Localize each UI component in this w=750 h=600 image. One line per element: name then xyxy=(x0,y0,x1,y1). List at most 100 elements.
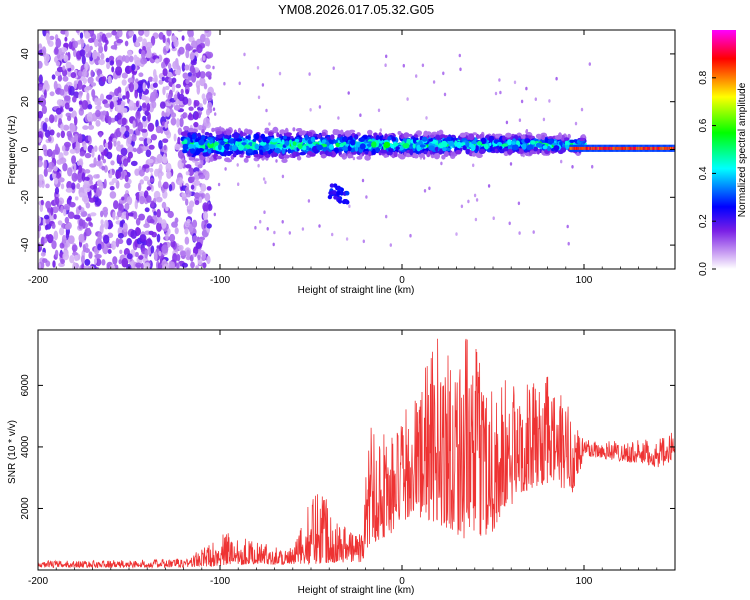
spectrogram-speckle xyxy=(318,224,321,228)
spectrogram-noise-cell xyxy=(81,55,86,65)
spectrogram-speckle xyxy=(385,214,388,219)
spectrogram-speckle xyxy=(217,182,221,187)
spectrogram-noise-cell xyxy=(78,205,82,211)
spectrogram-speckle xyxy=(567,241,570,246)
spectrogram-noise-cell xyxy=(88,197,96,203)
spectrogram-noise-cell xyxy=(64,224,71,230)
spectrogram-signal-cell xyxy=(354,146,359,152)
spectrogram-signal-cell xyxy=(428,145,435,151)
spectrogram-noise-cell xyxy=(95,105,102,111)
spectrogram-noise-cell xyxy=(107,249,112,254)
spectrogram-noise-cell xyxy=(182,112,188,118)
spectrogram-noise-cell xyxy=(174,69,181,75)
spectrogram-noise-cell xyxy=(94,253,102,259)
spectrogram-noise-cell xyxy=(49,35,55,41)
spectrogram-noise-cell xyxy=(202,202,209,212)
spectrogram-tail-cell xyxy=(643,146,645,150)
spectrogram-signal-cell xyxy=(397,131,402,135)
spectrogram-noise-cell xyxy=(195,265,199,269)
spectrogram-tail-cell xyxy=(572,146,574,150)
spectrogram-noise-cell xyxy=(38,84,44,91)
spectrogram-speckle xyxy=(266,227,269,231)
spectrogram-signal-cell xyxy=(462,145,467,151)
spectrogram-signal-cell xyxy=(244,144,251,148)
spectrogram-noise-cell xyxy=(141,94,147,101)
spectrogram-signal-cell xyxy=(313,133,317,137)
spectrogram-noise-cell xyxy=(171,221,178,228)
spectrogram-tail-cell xyxy=(633,146,636,150)
spectrogram-speckle xyxy=(566,224,569,229)
spectrogram-signal-cell xyxy=(330,150,337,158)
spectrogram-tail-cell xyxy=(594,146,596,150)
spectrogram-signal-cell xyxy=(511,144,519,151)
spectrogram-noise-cell xyxy=(67,167,73,177)
spectrogram-noise-cell xyxy=(193,100,200,107)
spectrogram-speckle xyxy=(256,66,260,70)
spectrogram-signal-cell xyxy=(484,143,489,150)
spectrogram-signal-cell xyxy=(333,129,341,136)
spectrogram-noise-cell xyxy=(176,254,181,262)
spectrogram-signal-cell xyxy=(380,148,387,154)
spectrogram-speckle xyxy=(243,52,246,57)
spectrogram-noise-cell xyxy=(47,207,51,213)
spectrogram-signal-cell xyxy=(259,149,263,155)
spectrogram-tail-cell xyxy=(603,146,605,150)
spectrogram-tail-cell xyxy=(644,146,646,150)
spectrogram-signal-cell xyxy=(446,147,451,152)
spectrogram-speckle xyxy=(580,107,584,112)
spectrogram-noise-cell xyxy=(91,89,96,98)
spectrogram-tail-cell xyxy=(600,146,602,150)
spectrogram-signal-cell xyxy=(227,150,234,155)
spectrogram-tail-cell xyxy=(664,146,666,150)
spectrogram-noise-cell xyxy=(201,93,206,100)
spectrogram-signal-cell xyxy=(309,152,316,157)
spectrogram-speckle xyxy=(428,186,431,191)
spectrogram-noise-cell xyxy=(166,30,172,37)
spectrogram-speckle xyxy=(264,180,267,185)
spectrogram-signal-cell xyxy=(220,140,225,146)
spectrogram-signal-cell xyxy=(310,136,316,143)
spectrogram-noise-cell xyxy=(85,86,93,91)
spectrogram-noise-cell xyxy=(51,74,56,80)
spectrogram-tail-cell xyxy=(632,146,634,150)
spectrogram-noise-cell xyxy=(139,195,145,205)
spectrogram-noise-cell xyxy=(67,115,72,122)
spectrogram-signal-cell xyxy=(292,151,297,159)
spectrogram-signal-cell xyxy=(284,140,290,146)
spectrogram-noise-cell xyxy=(68,195,72,201)
spectrogram-speckle xyxy=(525,86,528,91)
spectrogram-blob-cell xyxy=(333,195,338,200)
spectrogram-tail-cell xyxy=(667,146,669,150)
spectrogram-speckle xyxy=(518,231,521,235)
spectrogram-noise-cell xyxy=(162,181,169,190)
spectrogram-tail-cell xyxy=(606,146,608,150)
spectrogram-tail-cell xyxy=(628,146,630,150)
spectrogram-signal-cell xyxy=(476,135,481,139)
spectrogram-signal-cell xyxy=(569,139,575,143)
spectrogram-noise-cell xyxy=(51,223,56,229)
spectrogram-noise-cell xyxy=(83,180,90,186)
spectrogram-tail-cell xyxy=(620,146,622,150)
spectrogram-noise-cell xyxy=(134,199,138,210)
spectrogram-speckle xyxy=(237,182,240,186)
spectrogram-signal-cell xyxy=(283,135,287,140)
spectrogram-noise-cell xyxy=(144,30,150,38)
spectrogram-noise-cell xyxy=(148,230,154,236)
spectrogram-noise-cell xyxy=(84,152,92,159)
spectrogram-tail-cell xyxy=(629,146,631,150)
spectrogram-tail-cell xyxy=(580,146,582,150)
spectrogram-speckle xyxy=(273,230,276,235)
spectrogram-noise-cell xyxy=(120,147,128,156)
spectrogram-signal-cell xyxy=(191,133,197,140)
spectrogram-noise-cell xyxy=(45,183,50,189)
spectrogram-noise-cell xyxy=(154,168,159,177)
spectrogram-noise-cell xyxy=(124,203,130,211)
spectrogram-noise-cell xyxy=(147,180,151,186)
spectrogram-noise-cell xyxy=(81,211,88,217)
spectrogram-y-label: Frequency (Hz) xyxy=(7,116,18,185)
spectrogram-signal-cell xyxy=(207,148,212,154)
spectrogram-speckle xyxy=(359,113,362,117)
spectrogram-noise-cell xyxy=(63,54,69,62)
spectrogram-noise-cell xyxy=(175,83,181,89)
spectrogram-tail-cell xyxy=(659,146,661,150)
